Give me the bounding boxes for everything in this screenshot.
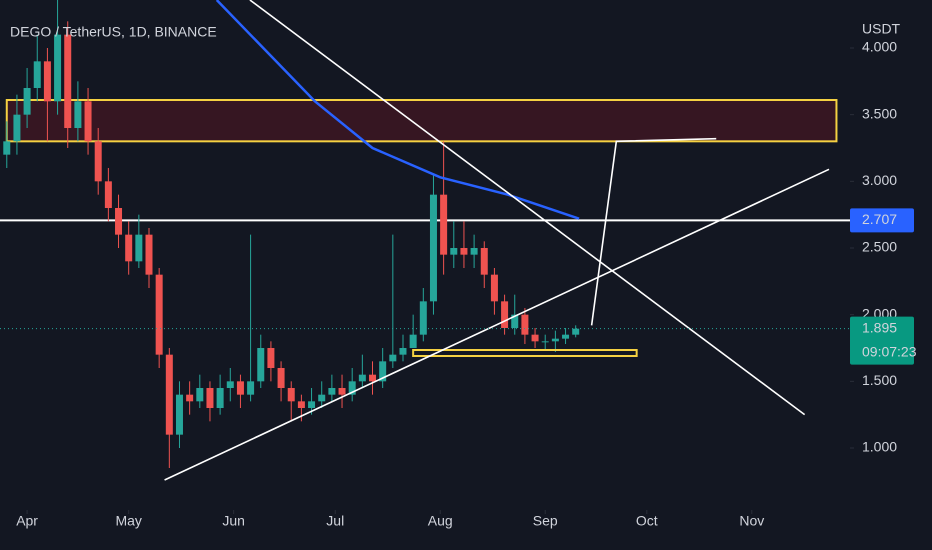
candle-body [165,354,173,435]
candle-body [54,34,62,102]
candle-body [267,348,275,368]
y-tick-label: 1.500 [862,372,897,388]
candle-body [135,234,143,262]
candle-body [257,348,265,382]
candle-body [490,274,498,302]
y-tick-label: 3.000 [862,172,897,188]
x-tick-label: Jun [222,513,245,529]
candle-body [13,114,21,142]
candle-body [84,101,92,142]
candle-body [551,338,559,342]
y-tick-label: 2.500 [862,239,897,255]
candle-body [236,381,244,395]
level-label-box [850,208,914,233]
last-price-label: 1.895 [862,319,897,335]
candle-body [348,381,356,395]
candle-body [429,194,437,302]
x-tick-label: Aug [428,513,453,529]
candle-body [480,248,488,275]
candle-body [206,388,214,408]
last-price-box [850,316,914,365]
candle-body [155,274,163,355]
candle-body [531,334,539,342]
candle-body [419,301,427,335]
candle-body [358,374,366,382]
trendline [164,168,830,481]
candle-body [511,314,519,328]
resistance-zone [5,99,838,143]
currency-label: USDT [862,21,901,37]
moving-average [215,0,580,220]
x-tick-label: Sep [533,513,558,529]
candle-body [338,388,346,395]
candle-body [247,381,255,395]
candle-body [196,388,204,402]
candle-body [43,61,51,102]
candle-body [297,401,305,408]
candle-body [115,208,123,235]
candle-body [64,34,72,128]
support-zone [412,349,638,357]
candle-body [226,381,234,388]
trendline [249,0,806,416]
candle-body [23,88,31,115]
x-tick-label: Apr [16,513,38,529]
candle-body [450,248,458,255]
x-tick-label: May [115,513,141,529]
candle-body [440,194,448,255]
candle-body [33,61,41,88]
candle-body [369,374,377,382]
level-label: 2.707 [862,211,897,227]
candle-body [562,334,570,339]
candle-body [409,334,417,348]
candle-body [389,354,397,362]
candle-body [308,401,316,408]
x-tick-label: Nov [739,513,764,529]
candle-body [74,101,82,128]
candle-body [470,248,478,255]
candle-body [125,234,133,262]
x-tick-label: Jul [326,513,344,529]
candle-body [145,234,153,275]
candle-body [379,361,387,382]
candle-body [175,394,183,435]
candle-body [328,388,336,395]
candle-body [186,394,194,402]
y-tick-label: 1.000 [862,439,897,455]
countdown-label: 09:07:23 [862,343,917,359]
candle-body [318,394,326,402]
candle-body [287,388,295,402]
candle-body [277,368,285,388]
candle-body [3,141,11,155]
candle-body [399,348,407,355]
candle-body [572,328,580,335]
x-tick-label: Oct [636,513,658,529]
candle-body [501,301,509,328]
chart-title: DEGO / TetherUS, 1D, BINANCE [10,24,217,40]
candle-body [94,141,102,182]
y-tick-label: 3.500 [862,105,897,121]
candle-body [521,314,529,335]
candle-body [216,388,224,408]
y-tick-label: 4.000 [862,39,897,55]
candle-body [104,181,112,208]
candle-body [460,248,468,255]
candle-body [541,341,549,343]
trendline [590,137,717,326]
